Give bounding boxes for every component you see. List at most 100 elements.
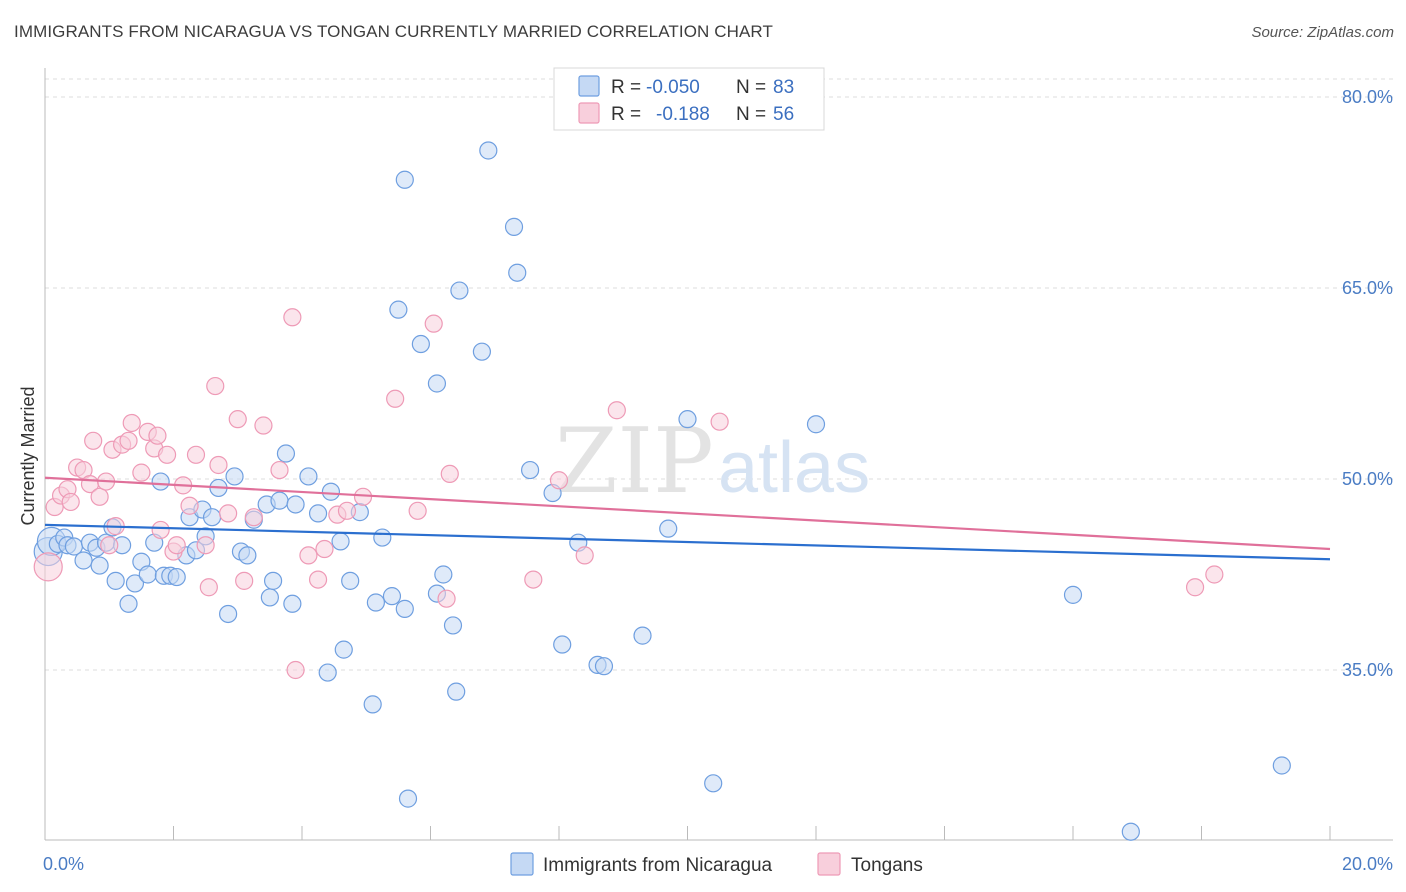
legend-swatch-tongans <box>578 102 600 124</box>
point-nicaragua-30 <box>219 604 238 624</box>
point-nicaragua-41 <box>286 495 305 514</box>
y-tick-label-1: 50.0% <box>1342 469 1393 489</box>
point-tongans-45 <box>353 487 373 506</box>
point-nicaragua-57 <box>398 789 418 808</box>
point-tongans-30 <box>206 376 225 396</box>
point-tongans-34 <box>235 571 254 590</box>
point-tongans-11 <box>100 536 119 555</box>
point-nicaragua-46 <box>331 532 350 551</box>
point-nicaragua-56 <box>395 170 414 189</box>
tick-labels: 35.0% 50.0% 65.0% 80.0% 0.0% 20.0% <box>43 87 1393 874</box>
y-tick-label-0: 35.0% <box>1342 660 1393 680</box>
x-tick-label-0: 0.0% <box>43 854 84 874</box>
point-nicaragua-54 <box>389 300 408 319</box>
trend-lines <box>44 476 1331 561</box>
point-tongans-56 <box>1185 578 1205 597</box>
point-tongans-26 <box>180 496 199 515</box>
watermark: ZIP atlas <box>555 409 870 514</box>
point-nicaragua-40 <box>283 594 302 613</box>
point-nicaragua-15 <box>125 574 145 593</box>
point-nicaragua-77 <box>678 410 697 429</box>
legend-r-value-tongans: -0.188 <box>656 104 710 125</box>
legend-swatch-nicaragua <box>578 75 600 97</box>
point-nicaragua-52 <box>373 528 392 547</box>
data-points <box>33 141 1291 841</box>
x-tick-label-1: 20.0% <box>1342 854 1393 874</box>
point-nicaragua-82 <box>1272 756 1291 775</box>
point-nicaragua-9 <box>90 556 109 575</box>
point-nicaragua-80 <box>1063 585 1083 604</box>
trend-line-tongans <box>44 476 1331 551</box>
point-nicaragua-44 <box>318 663 337 682</box>
point-tongans-16 <box>122 413 141 433</box>
chart-title: IMMIGRANTS FROM NICARAGUA VS TONGAN CURR… <box>14 22 773 41</box>
axes <box>44 68 1393 841</box>
point-nicaragua-14 <box>119 594 138 613</box>
point-tongans-42 <box>315 539 334 559</box>
point-tongans-17 <box>132 463 151 482</box>
point-tongans-33 <box>228 410 247 429</box>
series-legend-label-tongans: Tongans <box>851 855 923 876</box>
point-nicaragua-37 <box>263 571 283 590</box>
point-nicaragua-71 <box>553 635 572 654</box>
point-nicaragua-69 <box>520 460 540 480</box>
point-tongans-52 <box>549 471 569 490</box>
point-nicaragua-19 <box>151 472 170 491</box>
series-legend-swatch-tongans <box>817 852 841 876</box>
point-tongans-27 <box>186 445 206 464</box>
point-tongans-28 <box>196 536 215 555</box>
y-tick-label-3: 80.0% <box>1342 87 1393 107</box>
point-nicaragua-63 <box>447 682 466 701</box>
point-tongans-35 <box>244 508 263 527</box>
point-nicaragua-62 <box>443 616 463 635</box>
point-nicaragua-31 <box>225 467 244 486</box>
legend-n-label-tongans: N = <box>736 104 766 125</box>
point-tongans-40 <box>299 546 318 565</box>
point-nicaragua-48 <box>341 571 360 590</box>
point-nicaragua-22 <box>167 567 186 587</box>
y-axis-label: Currently Married <box>18 386 38 525</box>
point-tongans-9 <box>90 487 109 506</box>
point-nicaragua-76 <box>659 519 678 538</box>
point-tongans-54 <box>607 401 626 420</box>
point-tongans-46 <box>386 389 405 408</box>
legend-n-value-nicaragua: 83 <box>773 77 794 98</box>
point-tongans-38 <box>283 308 302 327</box>
point-tongans-32 <box>219 504 238 523</box>
point-nicaragua-45 <box>321 482 341 501</box>
point-nicaragua-50 <box>363 695 382 714</box>
point-nicaragua-42 <box>299 467 318 486</box>
point-nicaragua-64 <box>450 281 469 300</box>
point-tongans-4 <box>61 492 80 512</box>
point-tongans-44 <box>337 501 357 520</box>
point-nicaragua-79 <box>806 415 826 434</box>
series-legend-label-nicaragua: Immigrants from Nicaragua <box>543 855 773 876</box>
point-nicaragua-38 <box>270 491 289 510</box>
point-nicaragua-68 <box>508 263 527 282</box>
legend-r-label-nicaragua: R = <box>611 77 641 98</box>
point-nicaragua-66 <box>479 141 498 160</box>
y-tick-label-2: 65.0% <box>1342 278 1393 298</box>
point-nicaragua-43 <box>308 504 328 523</box>
legend-r-label-tongans: R = <box>611 104 641 125</box>
point-tongans-51 <box>524 570 543 589</box>
point-tongans-47 <box>408 501 427 520</box>
point-tongans-36 <box>254 416 273 435</box>
point-tongans-24 <box>167 536 186 555</box>
point-nicaragua-39 <box>276 444 296 463</box>
point-nicaragua-27 <box>202 508 222 527</box>
point-tongans-49 <box>437 589 456 608</box>
point-tongans-37 <box>270 460 289 480</box>
point-tongans-50 <box>440 464 459 484</box>
point-nicaragua-74 <box>594 657 614 676</box>
point-nicaragua-58 <box>411 334 430 354</box>
point-tongans-53 <box>575 546 594 565</box>
point-nicaragua-65 <box>472 342 491 361</box>
point-tongans-39 <box>286 660 305 680</box>
point-tongans-22 <box>157 445 177 464</box>
point-nicaragua-36 <box>260 588 279 607</box>
point-nicaragua-78 <box>704 774 723 793</box>
point-nicaragua-51 <box>366 593 385 612</box>
series-legend: Immigrants from Nicaragua Tongans <box>510 852 923 876</box>
